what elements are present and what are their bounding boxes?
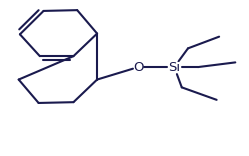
Text: O: O	[133, 61, 143, 74]
Text: Si: Si	[168, 61, 180, 74]
